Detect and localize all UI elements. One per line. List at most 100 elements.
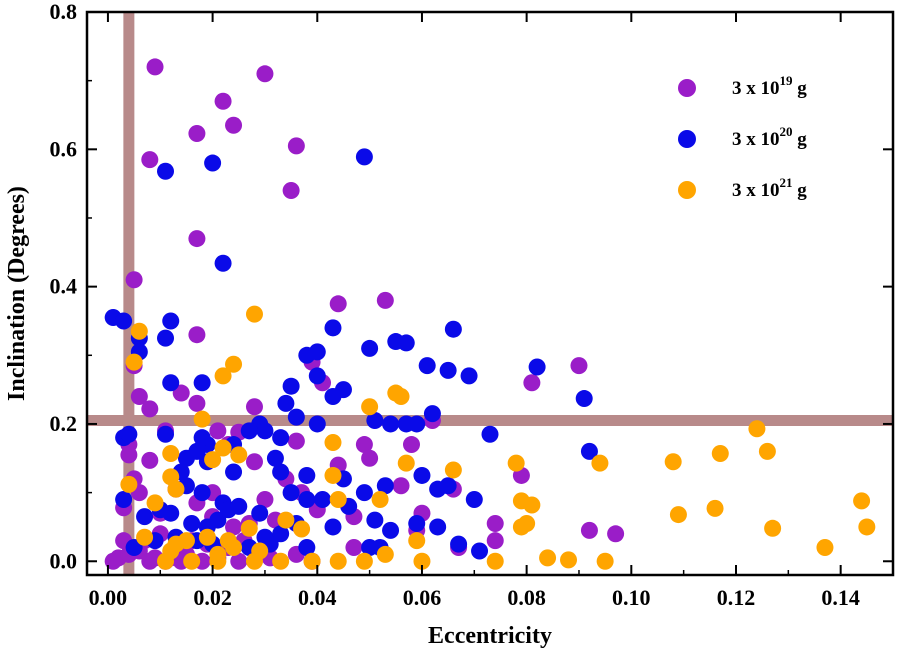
- data-point-series-3: [706, 499, 724, 517]
- data-point-series-1: [141, 552, 159, 570]
- data-point-series-1: [402, 436, 420, 454]
- x-tick-label: 0.10: [612, 585, 651, 610]
- data-point-series-2: [136, 508, 154, 526]
- y-tick-label: 0.8: [50, 0, 78, 24]
- data-point-series-1: [580, 521, 598, 539]
- data-point-series-2: [298, 539, 316, 557]
- data-point-series-2: [272, 429, 290, 447]
- data-point-series-3: [125, 353, 143, 371]
- data-point-series-1: [245, 398, 263, 416]
- x-tick-label: 0.00: [89, 585, 128, 610]
- data-point-series-2: [481, 425, 499, 443]
- data-point-series-1: [230, 552, 248, 570]
- data-point-series-1: [141, 400, 159, 418]
- data-point-series-3: [560, 551, 578, 569]
- data-point-series-2: [115, 490, 133, 508]
- data-point-series-2: [580, 442, 598, 460]
- data-point-series-1: [345, 539, 363, 557]
- data-point-series-3: [272, 552, 290, 570]
- data-point-series-1: [355, 436, 373, 454]
- data-point-series-2: [450, 535, 468, 553]
- legend: 3 x 1019 g 3 x 1020 g 3 x 1021 g: [678, 73, 807, 201]
- data-point-series-2: [162, 504, 180, 522]
- data-point-series-2: [382, 521, 400, 539]
- data-point-series-2: [298, 466, 316, 484]
- data-point-series-3: [413, 552, 431, 570]
- data-point-series-3: [293, 520, 311, 538]
- data-point-series-2: [429, 518, 447, 536]
- data-point-series-1: [392, 477, 410, 495]
- data-point-series-2: [366, 412, 384, 430]
- data-point-series-1: [256, 490, 274, 508]
- data-point-series-3: [664, 453, 682, 471]
- data-point-series-2: [366, 511, 384, 529]
- data-point-series-2: [287, 408, 305, 426]
- data-point-series-3: [758, 442, 776, 460]
- data-point-series-1: [570, 357, 588, 375]
- data-point-series-2: [272, 525, 290, 543]
- data-point-series-1: [188, 230, 206, 248]
- data-point-series-1: [256, 65, 274, 83]
- data-point-series-3: [408, 532, 426, 550]
- data-point-series-1: [188, 326, 206, 344]
- data-point-series-1: [282, 182, 300, 200]
- data-point-series-2: [204, 154, 222, 172]
- x-tick-label: 0.14: [821, 585, 860, 610]
- data-point-series-1: [329, 295, 347, 313]
- data-point-series-1: [361, 449, 379, 467]
- data-point-series-3: [214, 367, 232, 385]
- data-point-series-3: [444, 461, 462, 479]
- data-point-series-2: [256, 422, 274, 440]
- data-point-series-2: [444, 320, 462, 338]
- data-point-series-3: [225, 355, 243, 373]
- data-point-series-1: [141, 451, 159, 469]
- data-point-series-3: [177, 532, 195, 550]
- data-point-series-2: [115, 312, 133, 330]
- data-point-series-2: [162, 312, 180, 330]
- data-point-series-2: [355, 484, 373, 502]
- data-point-series-2: [324, 518, 342, 536]
- data-point-series-2: [214, 254, 232, 272]
- legend-label-2: 3 x 1020 g: [732, 124, 807, 150]
- data-point-series-3: [748, 420, 766, 438]
- data-point-series-3: [230, 446, 248, 464]
- y-tick-label: 0.2: [50, 411, 78, 436]
- data-point-series-1: [146, 58, 164, 76]
- data-point-series-1: [245, 453, 263, 471]
- data-point-series-3: [596, 552, 614, 570]
- data-point-series-2: [324, 387, 342, 405]
- data-point-series-3: [507, 454, 525, 472]
- legend-label-3: 3 x 1021 g: [732, 175, 807, 201]
- data-point-series-1: [486, 515, 504, 533]
- data-point-series-1: [125, 271, 143, 289]
- data-point-series-2: [397, 334, 415, 352]
- data-point-series-3: [329, 552, 347, 570]
- data-point-series-3: [240, 519, 258, 537]
- data-point-series-1: [120, 446, 138, 464]
- data-point-series-2: [382, 415, 400, 433]
- data-point-series-1: [225, 116, 243, 134]
- data-point-series-3: [392, 387, 410, 405]
- legend-marker-1: [678, 79, 696, 97]
- data-point-series-3: [371, 490, 389, 508]
- data-point-series-3: [136, 528, 154, 546]
- data-point-series-3: [146, 494, 164, 512]
- data-point-series-2: [193, 429, 211, 447]
- data-point-series-3: [204, 451, 222, 469]
- data-point-series-2: [308, 415, 326, 433]
- data-point-series-3: [245, 305, 263, 323]
- x-tick-label: 0.04: [298, 585, 337, 610]
- data-point-series-3: [816, 539, 834, 557]
- data-point-series-2: [157, 162, 175, 180]
- x-tick-label: 0.02: [193, 585, 232, 610]
- data-point-series-2: [157, 425, 175, 443]
- data-point-series-2: [413, 466, 431, 484]
- data-point-series-3: [518, 515, 536, 533]
- data-point-series-2: [125, 539, 143, 557]
- data-point-series-1: [225, 518, 243, 536]
- data-point-series-2: [528, 358, 546, 376]
- data-point-series-2: [423, 405, 441, 423]
- data-point-series-3: [361, 398, 379, 416]
- data-point-series-3: [183, 552, 201, 570]
